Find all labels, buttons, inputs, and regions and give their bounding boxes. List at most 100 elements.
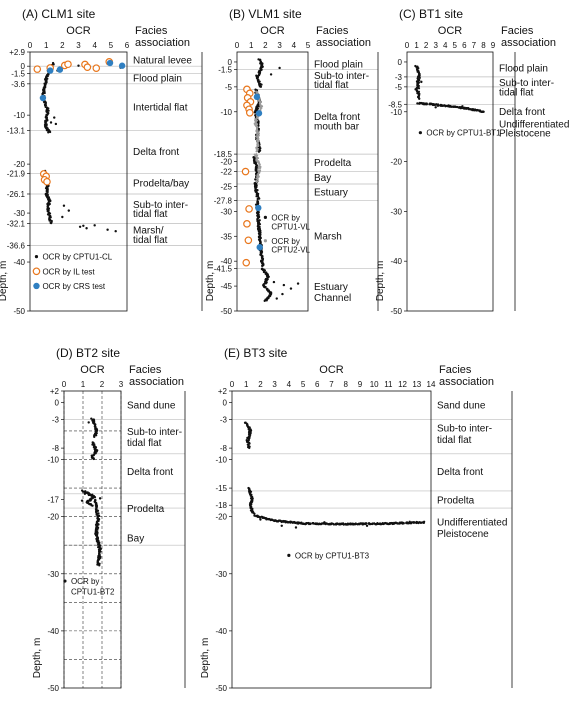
- facies-label: tidal flat: [499, 87, 534, 98]
- legend-marker: [263, 239, 267, 243]
- y-tick-label: -22: [220, 168, 232, 177]
- cptu-point: [254, 155, 257, 158]
- cptu-point: [255, 150, 258, 153]
- y-tick-label: -3: [52, 416, 60, 425]
- facies-label: Sub-to inter-: [314, 71, 369, 82]
- cptu-point: [254, 187, 257, 190]
- y-tick-label: -15: [215, 484, 227, 493]
- panel-title: (B) VLM1 site: [229, 7, 302, 21]
- cptu-point: [312, 522, 315, 525]
- facies-header: association: [135, 37, 190, 49]
- il-test-point: [241, 167, 250, 176]
- x-tick-label: 9: [491, 41, 496, 50]
- facies-label: Prodelta: [127, 504, 165, 515]
- y-tick-label: -20: [47, 513, 59, 522]
- legend-label: OCR by CPTU1-BT1: [426, 129, 501, 138]
- cptu-point: [294, 521, 297, 525]
- legend-marker: [263, 215, 267, 219]
- cptu-point: [50, 221, 53, 225]
- cptu-point: [320, 522, 323, 525]
- cptu-point: [62, 204, 66, 207]
- cptu-point: [450, 105, 453, 108]
- il-test-point: [242, 258, 251, 267]
- cptu-point: [49, 121, 53, 124]
- y-tick-label: -25: [220, 182, 232, 191]
- x-tick-label: 5: [306, 41, 311, 50]
- series-cptu: [414, 64, 485, 113]
- cptu-point: [87, 421, 90, 424]
- legend-marker: [418, 131, 422, 135]
- cptu-point: [261, 105, 264, 108]
- cptu-point: [376, 522, 379, 526]
- cptu-point: [278, 66, 281, 70]
- x-tick-label: 6: [315, 380, 320, 389]
- x-tick-label: 6: [462, 41, 467, 50]
- y-tick-label: -13.1: [7, 126, 26, 135]
- il-test-point: [64, 60, 72, 69]
- x-tick-label: 3: [277, 41, 282, 50]
- legend-label: CPTU1-VL: [271, 222, 310, 231]
- legend-label: CPTU2-VL: [271, 246, 310, 255]
- cptu-point: [280, 524, 283, 527]
- cptu-point: [475, 109, 478, 112]
- cptu-point: [413, 521, 416, 524]
- x-tick-label: 1: [44, 41, 49, 50]
- y-tick-label: -41.5: [214, 265, 233, 274]
- facies-header: association: [501, 37, 556, 49]
- y-tick-label: 0: [398, 58, 403, 67]
- legend-marker: [63, 579, 67, 583]
- cptu-point: [98, 497, 102, 500]
- cptu-point: [98, 564, 101, 567]
- cptu-point: [267, 517, 270, 521]
- x-tick-label: 2: [60, 41, 65, 50]
- y-tick-label: -50: [215, 684, 227, 693]
- y-tick-label: -50: [13, 307, 25, 316]
- facies-label: Undifferentiated: [437, 517, 507, 528]
- facies-label: tidal flat: [437, 435, 472, 446]
- crs-test-point: [39, 94, 47, 102]
- cptu-point: [354, 522, 357, 525]
- il-test-point: [244, 236, 253, 245]
- x-tick-label: 4: [92, 41, 97, 50]
- y-tick-label: -1.5: [11, 70, 25, 79]
- cptu-point: [420, 80, 423, 84]
- facies-header: Facies: [316, 25, 349, 37]
- cptu-point: [256, 145, 259, 148]
- cptu-point: [257, 165, 260, 168]
- x-tick-label: 4: [443, 41, 448, 50]
- y-tick-label: -5: [225, 83, 233, 92]
- series-il: [33, 57, 114, 186]
- facies-header: association: [439, 376, 494, 388]
- cptu-point: [269, 73, 273, 76]
- x-tick-label: 4: [287, 380, 292, 389]
- cptu-point: [299, 522, 303, 525]
- x-tick-label: 0: [405, 41, 410, 50]
- cptu-point: [96, 543, 100, 547]
- y-tick-label: -40: [13, 258, 25, 267]
- y-tick-label: -30: [220, 207, 232, 216]
- y-tick-label: -20: [390, 158, 402, 167]
- facies-label: Estuary: [314, 282, 348, 293]
- x-tick-label: 6: [125, 41, 130, 50]
- cptu-point: [256, 515, 259, 518]
- facies-label: tidal flat: [133, 235, 168, 246]
- legend-label: OCR by: [71, 577, 99, 586]
- legend-label: OCR by CPTU1-CL: [42, 253, 112, 262]
- x-tick-label: 5: [453, 41, 458, 50]
- legend-marker: [34, 254, 39, 259]
- cptu-point: [417, 87, 421, 90]
- cptu-point: [259, 62, 262, 65]
- cptu-point: [434, 106, 437, 109]
- cptu-point: [261, 264, 264, 268]
- x-tick-label: 0: [62, 380, 67, 389]
- y-tick-label: -40: [390, 257, 402, 266]
- cptu-point: [85, 227, 88, 230]
- cptu-point: [256, 117, 259, 120]
- cptu-point: [296, 282, 300, 285]
- plot-frame: [406, 51, 494, 312]
- cptu-point: [257, 132, 260, 135]
- y-tick-label: -21.9: [7, 169, 26, 178]
- cptu-point: [373, 522, 376, 525]
- legend-marker: [287, 553, 291, 557]
